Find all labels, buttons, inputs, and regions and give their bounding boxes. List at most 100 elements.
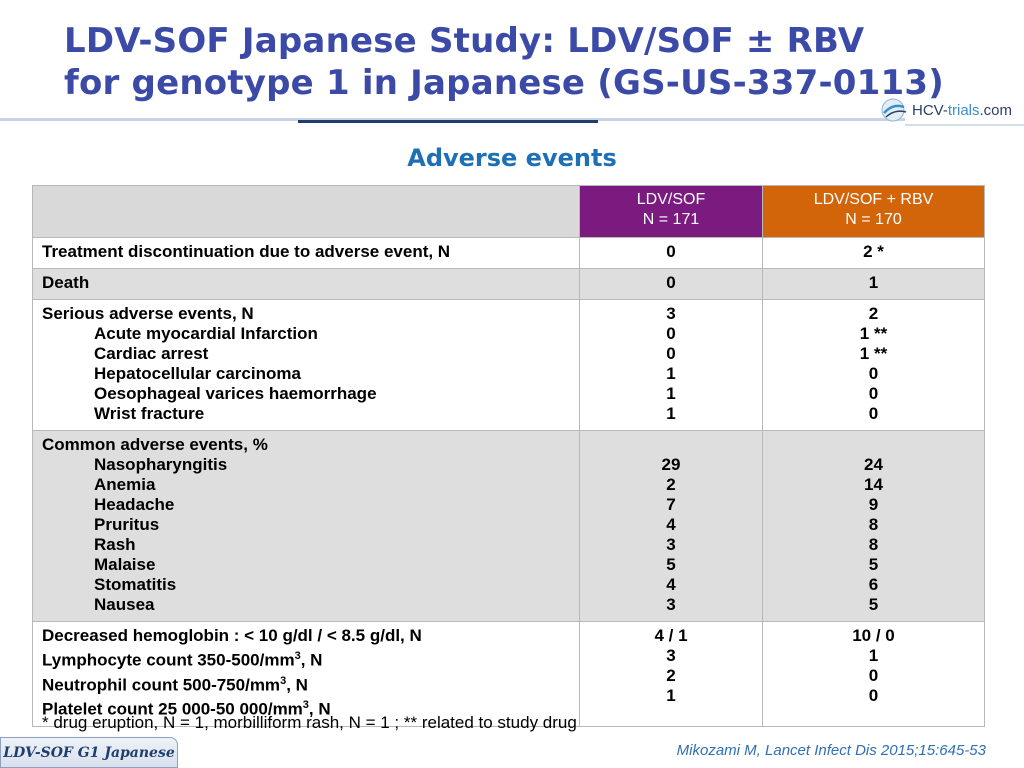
cell-value: 8 [868, 535, 879, 554]
cell-value: 2 [868, 304, 879, 323]
row-sublabel: Nausea [94, 595, 155, 614]
table-row: Death 0 1 [32, 268, 985, 300]
row-sublabel: Hepatocellular carcinoma [94, 364, 301, 383]
header-ldv-sof-name: LDV/SOF [636, 191, 706, 208]
cell-value: 1 [666, 364, 676, 383]
title-underline-accent [298, 120, 598, 123]
table-row: Serious adverse events, N Acute myocardia… [32, 299, 985, 431]
row-sublabel: Stomatitis [94, 575, 177, 594]
cell-value: 14 [864, 475, 883, 494]
row-sublabel: Wrist fracture [94, 404, 205, 423]
row-sublabel: Oesophageal varices haemorrhage [94, 384, 377, 403]
cell-value [763, 435, 984, 455]
table-header-row: LDV/SOF N = 171 LDV/SOF + RBV N = 170 [32, 185, 985, 238]
cell-value: 2 [666, 666, 676, 685]
row-label-cell: Common adverse events, % Nasopharyngitis A… [32, 430, 580, 622]
cell-value: 1 [666, 384, 676, 403]
row-sublabel: Rash [94, 535, 136, 554]
row-label: Treatment discontinuation due to adverse… [42, 242, 451, 261]
table-heading: Adverse events [407, 144, 617, 172]
header-ldv-sof-rbv-n: N = 170 [845, 211, 902, 228]
cell-value: 29 [661, 455, 681, 474]
row-sublabel: Malaise [94, 555, 156, 574]
cell-value: 3 [666, 646, 676, 665]
row-label: Death [42, 273, 90, 292]
cell-value: 2 * [863, 242, 884, 261]
cell-value: 0 [868, 666, 879, 685]
ldv-sof-rbv-value-cell: 24 14 9 8 8 5 6 5 [762, 430, 985, 622]
cell-value: 0 [868, 686, 879, 705]
slide-title-line-1: LDV-SOF Japanese Study: LDV/SOF ± RBV [64, 21, 865, 61]
row-label: Lymphocyte count 350-500/mm3, N [42, 650, 323, 670]
cell-value: 1 [666, 404, 676, 423]
ldv-sof-value-cell: 0 [579, 237, 763, 269]
citation: Mikozami M, Lancet Infect Dis 2015;15:64… [676, 742, 986, 759]
cell-value: 10 / 0 [852, 626, 895, 645]
hcv-trials-logo-text: HCV-trials.com [912, 101, 1013, 119]
cell-value: 4 [666, 575, 676, 594]
row-sublabel: Acute myocardial Infarction [94, 324, 318, 343]
cell-value: 1 [666, 686, 676, 705]
hcv-trials-logo: HCV-trials.com [880, 96, 1022, 124]
study-tag: LDV-SOF G1 Japanese [0, 737, 178, 768]
row-label-cell: Decreased hemoglobin : < 10 g/dl / < 8.5… [32, 621, 580, 727]
row-label-cell: Death [32, 268, 580, 300]
ldv-sof-rbv-value-cell: 2 * [762, 237, 985, 269]
row-label: Neutrophil count 500-750/mm3, N [42, 674, 308, 695]
cell-value: 7 [666, 495, 676, 514]
cell-value: 3 [666, 595, 676, 614]
slide-title-line-2: for genotype 1 in Japanese (GS-US-337-01… [64, 63, 944, 103]
cell-value: 8 [868, 515, 879, 534]
table-row: Decreased hemoglobin : < 10 g/dl / < 8.5… [32, 621, 985, 727]
cell-value: 5 [868, 555, 879, 574]
row-sublabel: Headache [94, 495, 175, 514]
cell-value: 0 [666, 344, 676, 363]
row-label-cell: Serious adverse events, N Acute myocardia… [32, 299, 580, 431]
row-label-cell: Treatment discontinuation due to adverse… [32, 237, 580, 269]
ldv-sof-value-cell: 0 [579, 268, 763, 300]
title-underline [0, 118, 905, 121]
hcv-trials-logo-icon [880, 97, 910, 123]
row-label: Decreased hemoglobin : < 10 g/dl / < 8.5… [42, 626, 422, 645]
footnote: * drug eruption, N = 1, morbilliform ras… [42, 713, 577, 732]
header-ldv-sof-rbv-name: LDV/SOF + RBV [813, 191, 934, 208]
cell-value: 1 [868, 646, 879, 665]
cell-value [580, 435, 762, 455]
cell-value: 1 ** [859, 344, 888, 363]
row-label: Serious adverse events, N [42, 304, 254, 323]
table-row: Common adverse events, % Nasopharyngitis A… [32, 430, 985, 622]
cell-value: 0 [868, 364, 879, 383]
cell-value: 5 [666, 555, 676, 574]
header-ldv-sof: LDV/SOF N = 171 [579, 185, 763, 238]
row-sublabel: Nasopharyngitis [94, 455, 228, 474]
cell-value: 0 [666, 242, 676, 261]
cell-value: 4 [666, 515, 676, 534]
row-sublabel: Anemia [94, 475, 156, 494]
cell-value: 0 [666, 273, 676, 292]
cell-value: 3 [666, 535, 676, 554]
title-underline-right [905, 124, 1024, 126]
row-label: Common adverse events, % [42, 435, 268, 454]
row-label: Platelet count 25 000-50 000/mm3, N [42, 699, 331, 719]
cell-value: 0 [868, 384, 879, 403]
cell-value: 6 [868, 575, 879, 594]
cell-value: 4 / 1 [654, 626, 688, 645]
cell-value: 9 [868, 495, 879, 514]
ldv-sof-rbv-value-cell: 1 [762, 268, 985, 300]
cell-value: 2 [666, 475, 676, 494]
cell-value: 0 [666, 324, 676, 343]
row-sublabel: Pruritus [94, 515, 160, 534]
cell-value: 24 [864, 455, 883, 474]
header-blank-cell [32, 185, 580, 238]
cell-value: 3 [666, 304, 676, 323]
table-row: Treatment discontinuation due to adverse… [32, 237, 985, 269]
adverse-events-table: LDV/SOF N = 171 LDV/SOF + RBV N = 170 Tr… [32, 185, 985, 727]
header-ldv-sof-n: N = 171 [642, 211, 700, 228]
ldv-sof-value-cell: 29 2 7 4 3 5 4 3 [579, 430, 763, 622]
cell-value: 5 [868, 595, 879, 614]
cell-value: 1 [868, 273, 879, 292]
cell-value: 1 ** [859, 324, 888, 343]
